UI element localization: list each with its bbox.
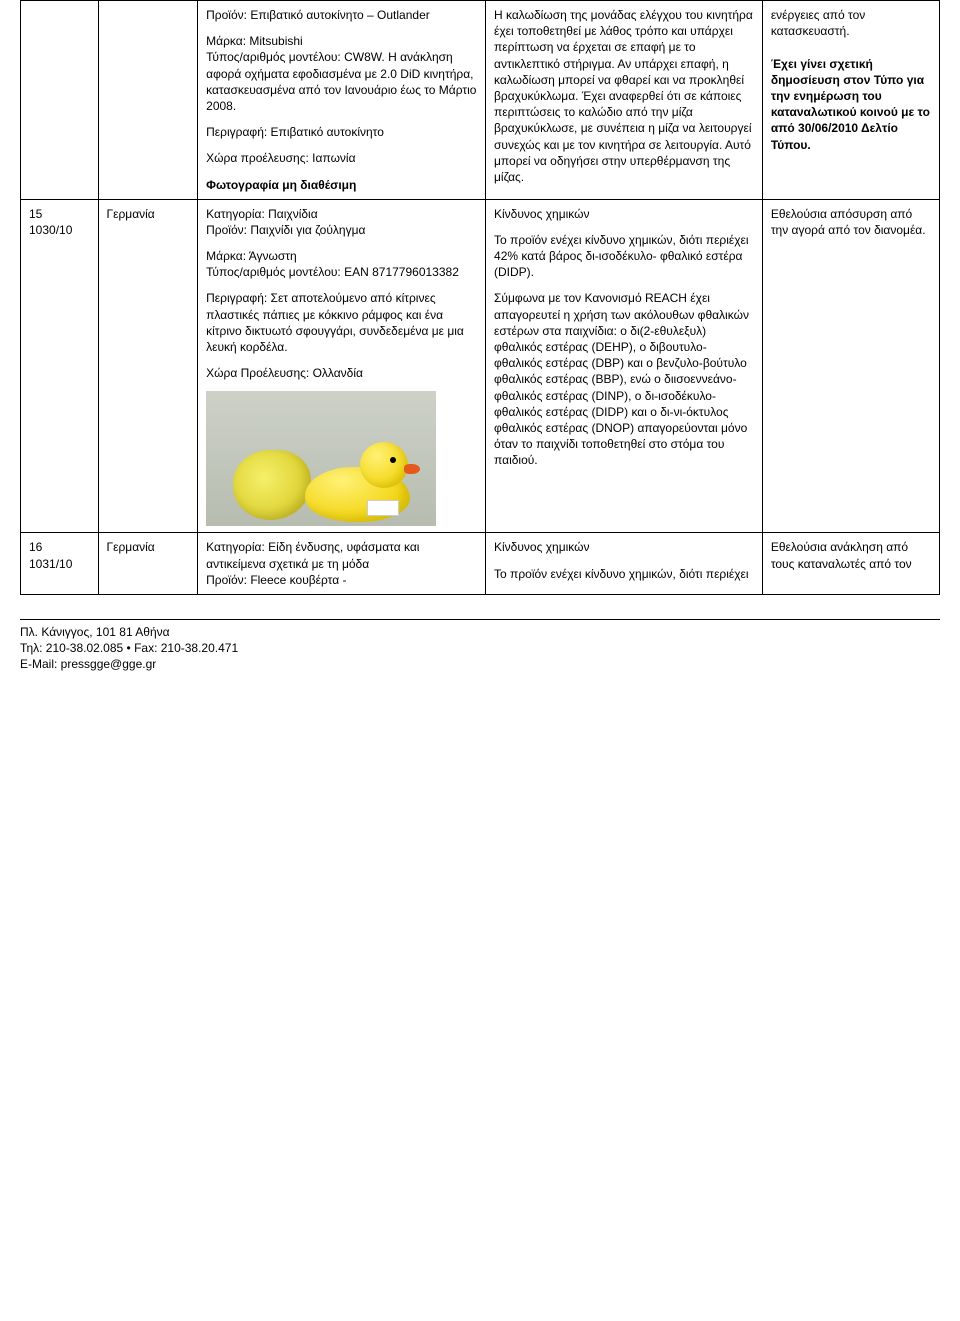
cell-action: Εθελούσια ανάκληση από τους καταναλωτές … xyxy=(762,533,939,595)
product-photo xyxy=(206,391,436,526)
footer-phone: Τηλ: 210-38.02.085 • Fax: 210-38.20.471 xyxy=(20,640,940,656)
cell-country xyxy=(98,1,198,200)
product-para: Χώρα Προέλευσης: Ολλανδία xyxy=(206,365,477,381)
table-row: 161031/10 Γερμανία Κατηγορία: Είδη ένδυσ… xyxy=(21,533,940,595)
hazard-para: Κίνδυνος χημικών xyxy=(494,539,754,555)
cell-product: Προϊόν: Επιβατικό αυτοκίνητο – Outlander… xyxy=(198,1,486,200)
cell-hazard: Κίνδυνος χημικών Το προϊόν ενέχει κίνδυν… xyxy=(486,199,763,533)
product-para: Μάρκα: ΆγνωστηΤύπος/αριθμός μοντέλου: EA… xyxy=(206,248,477,280)
cell-product: Κατηγορία: ΠαιχνίδιαΠροϊόν: Παιχνίδι για… xyxy=(198,199,486,533)
hazard-para: Το προϊόν ενέχει κίνδυνο χημικών, διότι … xyxy=(494,566,754,582)
product-para: Περιγραφή: Επιβατικό αυτοκίνητο xyxy=(206,124,477,140)
cell-hazard: Η καλωδίωση της μονάδας ελέγχου του κινη… xyxy=(486,1,763,200)
page-footer: Πλ. Κάνιγγος, 101 81 Αθήνα Τηλ: 210-38.0… xyxy=(20,613,940,673)
hazard-para: Κίνδυνος χημικών xyxy=(494,206,754,222)
cell-country: Γερμανία xyxy=(98,199,198,533)
cell-product: Κατηγορία: Είδη ένδυσης, υφάσματα και αν… xyxy=(198,533,486,595)
table-row: Προϊόν: Επιβατικό αυτοκίνητο – Outlander… xyxy=(21,1,940,200)
cell-index: 161031/10 xyxy=(21,533,99,595)
cell-index xyxy=(21,1,99,200)
cell-hazard: Κίνδυνος χημικών Το προϊόν ενέχει κίνδυν… xyxy=(486,533,763,595)
product-para: Κατηγορία: ΠαιχνίδιαΠροϊόν: Παιχνίδι για… xyxy=(206,206,477,238)
cell-action: Εθελούσια απόσυρση από την αγορά από τον… xyxy=(762,199,939,533)
hazard-para: Σύμφωνα με τον Κανονισμό REACH έχει απαγ… xyxy=(494,290,754,468)
cell-action: ενέργειες από τον κατασκευαστή.Έχει γίνε… xyxy=(762,1,939,200)
recall-table: Προϊόν: Επιβατικό αυτοκίνητο – Outlander… xyxy=(20,0,940,595)
cell-country: Γερμανία xyxy=(98,533,198,595)
cell-index: 151030/10 xyxy=(21,199,99,533)
hazard-para: Το προϊόν ενέχει κίνδυνο χημικών, διότι … xyxy=(494,232,754,281)
product-para: Χώρα προέλευσης: Ιαπωνία xyxy=(206,150,477,166)
product-para: Προϊόν: Επιβατικό αυτοκίνητο – Outlander xyxy=(206,7,477,23)
footer-email: E-Mail: pressgge@gge.gr xyxy=(20,656,940,672)
sponge-shape xyxy=(233,450,311,520)
footer-address: Πλ. Κάνιγγος, 101 81 Αθήνα xyxy=(20,624,940,640)
duck-shape xyxy=(305,442,410,522)
product-para: Μάρκα: MitsubishiΤύπος/αριθμός μοντέλου:… xyxy=(206,33,477,114)
no-photo-label: Φωτογραφία μη διαθέσιμη xyxy=(206,177,477,193)
table-row: 151030/10 Γερμανία Κατηγορία: ΠαιχνίδιαΠ… xyxy=(21,199,940,533)
product-para: Περιγραφή: Σετ αποτελούμενο από κίτρινες… xyxy=(206,290,477,355)
footer-rule xyxy=(20,619,940,620)
